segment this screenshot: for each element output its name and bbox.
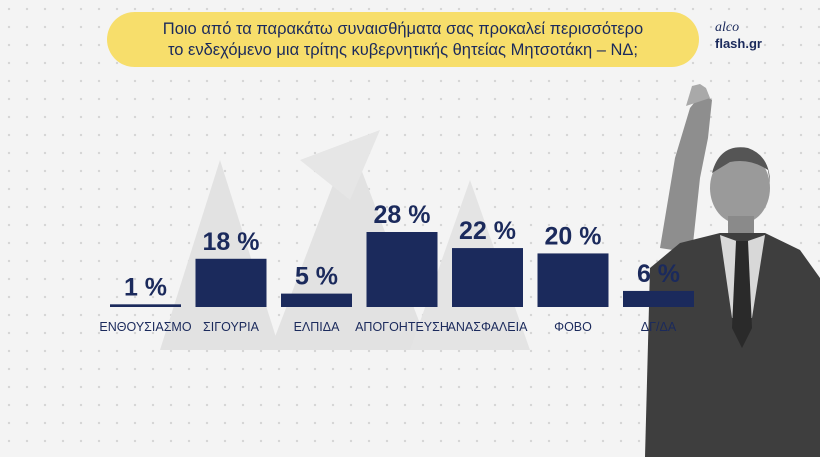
alco-flash-logo: alco flash.gr: [715, 20, 762, 52]
bar-value-label: 5 %: [295, 263, 338, 291]
logo-line1: alco: [715, 20, 740, 35]
politician-photo: [645, 84, 820, 457]
category-label: ΦΟΒΟ: [554, 320, 592, 334]
bar-3: [281, 293, 352, 307]
category-label: ΕΝΘΟΥΣΙΑΣΜΟ: [99, 320, 191, 334]
bar-value-label: 28 %: [374, 201, 431, 229]
question-title-line2: το ενδεχόμενο μια τρίτης κυβερνητικής θη…: [167, 40, 639, 59]
bar-5: [452, 248, 523, 307]
bar-1: [110, 304, 181, 307]
category-label: ΕΛΠΙΔΑ: [294, 320, 341, 334]
bar-4: [366, 232, 438, 307]
bar-6: [537, 253, 609, 307]
category-label: ΑΝΑΣΦΑΛΕΙΑ: [448, 320, 529, 334]
bar-value-label: 6 %: [637, 260, 680, 288]
category-label: ΑΠΟΓΟΗΤΕΥΣΗ: [355, 320, 449, 334]
bar-value-label: 1 %: [124, 273, 167, 301]
category-label: ΔΓ/ΔΑ: [641, 320, 677, 334]
bar-value-label: 22 %: [459, 217, 516, 245]
bar-7: [623, 290, 694, 307]
logo-line2: flash.gr: [715, 36, 762, 51]
bar-2: [195, 258, 267, 307]
category-label: ΣΙΓΟΥΡΙΑ: [203, 320, 260, 334]
question-title: Ποιο από τα παρακάτω συναισθήματα σας πρ…: [107, 12, 699, 67]
bar-value-label: 18 %: [203, 228, 260, 256]
bar-value-label: 20 %: [545, 222, 602, 250]
question-title-line1: Ποιο από τα παρακάτω συναισθήματα σας πρ…: [162, 19, 644, 38]
